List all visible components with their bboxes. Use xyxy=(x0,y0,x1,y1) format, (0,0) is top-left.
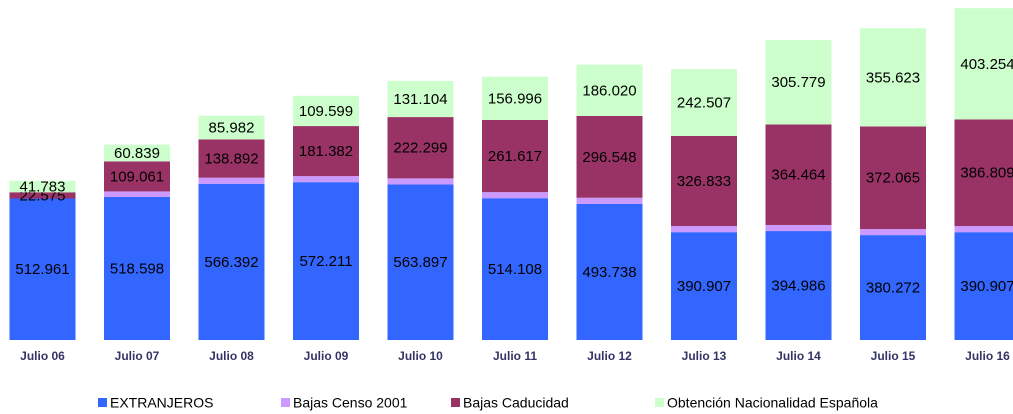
bar-segment xyxy=(9,198,76,340)
bar-segment xyxy=(954,232,1013,340)
data-label: 390.907 xyxy=(677,278,731,295)
data-label: 518.598 xyxy=(110,260,164,277)
data-label: 109.599 xyxy=(299,103,353,120)
data-label: 364.464 xyxy=(771,167,825,184)
legend-label: EXTRANJEROS xyxy=(110,395,213,411)
bar-segment xyxy=(765,231,832,340)
bar-segment xyxy=(9,192,76,199)
data-label: 305.779 xyxy=(771,74,825,91)
x-tick-label: Julio 08 xyxy=(209,349,254,363)
x-tick-label: Julio 14 xyxy=(776,349,821,363)
bar-segment xyxy=(482,198,548,340)
bar-segment xyxy=(198,177,265,184)
data-label: 372.065 xyxy=(866,170,920,187)
bar-segment xyxy=(482,192,548,199)
data-label: 566.392 xyxy=(204,254,258,271)
data-label: 390.907 xyxy=(960,278,1013,295)
bar-segment xyxy=(860,126,926,230)
data-label: 60.839 xyxy=(114,145,160,162)
data-label: 186.020 xyxy=(582,82,636,99)
bar-segment xyxy=(104,191,170,197)
data-label: 85.982 xyxy=(209,120,255,137)
bar-segment xyxy=(198,183,265,340)
bar-segment xyxy=(765,224,832,232)
data-label: 138.892 xyxy=(204,151,258,168)
bar-segment xyxy=(198,139,265,178)
bar-segment xyxy=(104,144,170,162)
legend-label: Obtención Nacionalidad Española xyxy=(667,395,878,411)
bar-segment xyxy=(860,28,926,127)
bar-segment xyxy=(293,176,359,183)
bar-segment xyxy=(198,115,265,140)
bar-segment xyxy=(387,178,454,185)
bar-segment xyxy=(860,235,926,340)
bar-segment xyxy=(671,69,737,136)
legend-swatch xyxy=(98,398,107,407)
bar-segment xyxy=(104,161,170,192)
legend-label: Bajas Censo 2001 xyxy=(293,395,408,411)
legend-swatch xyxy=(451,398,460,407)
data-label: 242.507 xyxy=(677,94,731,111)
bar-segment xyxy=(765,124,832,225)
bar-segment xyxy=(576,115,643,198)
x-tick-label: Julio 07 xyxy=(115,349,160,363)
bar-segment xyxy=(387,184,454,340)
x-tick-label: Julio 13 xyxy=(682,349,727,363)
bar-segment xyxy=(482,119,548,193)
data-label: 181.382 xyxy=(299,143,353,160)
bar-segment xyxy=(293,126,359,177)
bar-segment xyxy=(293,95,359,127)
bar-segment xyxy=(576,197,643,204)
data-label: 326.833 xyxy=(677,173,731,190)
data-label: 563.897 xyxy=(393,254,447,271)
bar-segment xyxy=(387,80,454,118)
bar-segment xyxy=(954,119,1013,227)
data-label: 261.617 xyxy=(488,148,542,165)
legend-swatch xyxy=(655,398,664,407)
data-label: 572.211 xyxy=(299,253,352,270)
x-tick-label: Julio 11 xyxy=(493,349,537,363)
data-label: 512.961 xyxy=(15,261,69,278)
x-tick-label: Julio 15 xyxy=(871,349,916,363)
data-label: 222.299 xyxy=(393,140,447,157)
data-label: 394.986 xyxy=(771,277,825,294)
bar-segment xyxy=(671,226,737,233)
legend-label: Bajas Caducidad xyxy=(463,395,569,411)
data-label: 514.108 xyxy=(488,261,542,278)
data-label: 386.809 xyxy=(960,165,1013,182)
bar-segment xyxy=(671,135,737,227)
bar-segment xyxy=(104,196,170,340)
data-label: 41.783 xyxy=(20,178,66,195)
bar-segment xyxy=(293,182,359,340)
bar-segment xyxy=(576,64,643,116)
data-label: 403.254 xyxy=(960,56,1013,73)
bar-segment xyxy=(387,117,454,179)
x-tick-label: Julio 12 xyxy=(587,349,632,363)
x-tick-label: Julio 16 xyxy=(965,349,1010,363)
bar-segment xyxy=(671,232,737,340)
x-tick-label: Julio 09 xyxy=(304,349,349,363)
data-label: 380.272 xyxy=(866,280,920,297)
data-label: 355.623 xyxy=(866,69,920,86)
bar-segment xyxy=(482,76,548,120)
data-label: 109.061 xyxy=(110,168,164,185)
data-label: 131.104 xyxy=(393,91,447,108)
legend-swatch xyxy=(281,398,290,407)
bar-segment xyxy=(860,229,926,236)
x-tick-label: Julio 10 xyxy=(398,349,443,363)
bar-segment xyxy=(954,226,1013,233)
x-tick-label: Julio 06 xyxy=(20,349,65,363)
bar-segment xyxy=(765,40,832,125)
bar-segment xyxy=(9,180,76,193)
data-label: 493.738 xyxy=(582,264,636,281)
data-label: 156.996 xyxy=(488,90,542,107)
bar-segment xyxy=(954,8,1013,120)
data-label: 296.548 xyxy=(582,149,636,166)
bar-segment xyxy=(576,203,643,340)
